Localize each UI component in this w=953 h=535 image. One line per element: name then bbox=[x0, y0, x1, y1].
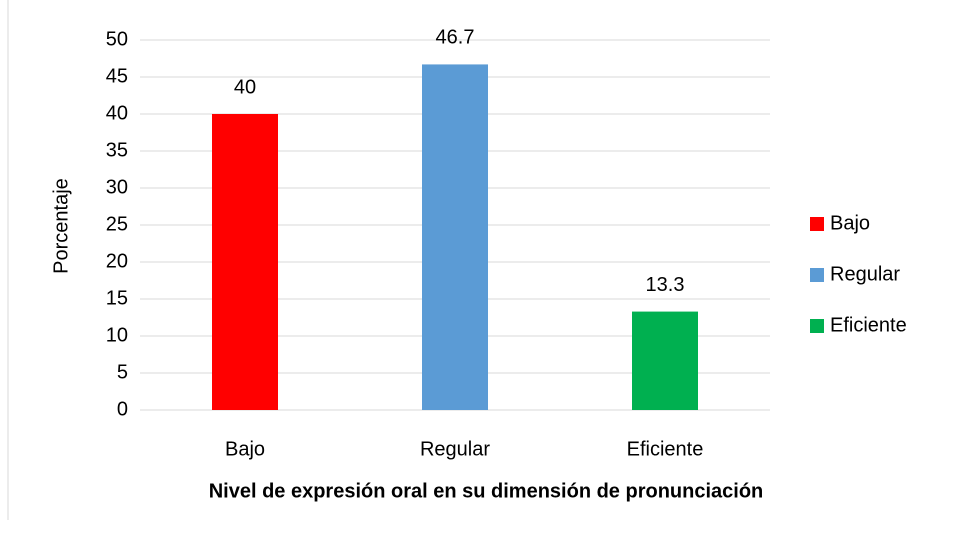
legend-label: Bajo bbox=[830, 212, 870, 234]
bar bbox=[212, 114, 278, 410]
data-label: 40 bbox=[234, 76, 256, 98]
x-tick-label: Regular bbox=[420, 438, 490, 460]
y-tick-label: 50 bbox=[106, 28, 128, 50]
data-label: 13.3 bbox=[646, 274, 685, 296]
y-axis-title: Porcentaje bbox=[50, 178, 72, 274]
y-tick-label: 40 bbox=[106, 102, 128, 124]
legend-label: Regular bbox=[830, 263, 900, 285]
legend-swatch bbox=[810, 319, 824, 333]
bar bbox=[422, 64, 488, 411]
x-tick-label: Eficiente bbox=[627, 438, 704, 460]
data-label: 46.7 bbox=[436, 27, 475, 49]
x-axis-title: Nivel de expresión oral en su dimensión … bbox=[209, 480, 764, 502]
y-tick-label: 20 bbox=[106, 250, 128, 272]
y-tick-label: 15 bbox=[106, 287, 128, 309]
y-tick-label: 0 bbox=[117, 398, 128, 420]
y-tick-label: 35 bbox=[106, 139, 128, 161]
x-tick-label: Bajo bbox=[225, 438, 265, 460]
bar bbox=[632, 311, 698, 410]
legend-label: Eficiente bbox=[830, 314, 907, 336]
y-tick-label: 30 bbox=[106, 176, 128, 198]
y-tick-label: 25 bbox=[106, 213, 128, 235]
y-tick-label: 45 bbox=[106, 65, 128, 87]
y-tick-label: 10 bbox=[106, 324, 128, 346]
y-tick-label: 5 bbox=[117, 361, 128, 383]
legend-swatch bbox=[810, 217, 824, 231]
legend-swatch bbox=[810, 268, 824, 282]
